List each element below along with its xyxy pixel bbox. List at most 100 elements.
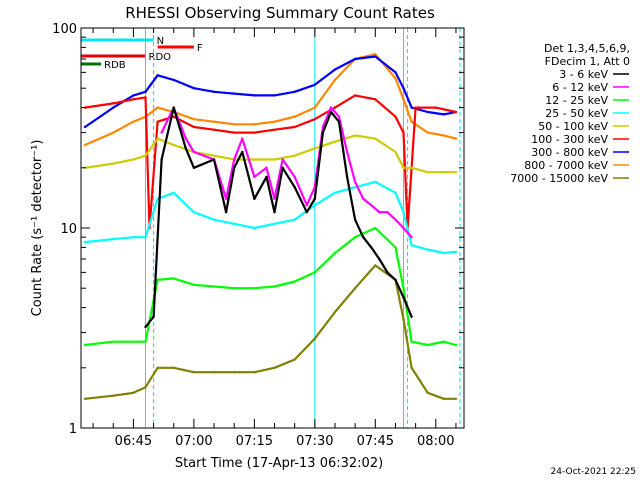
series-point-50-100-kev: [454, 171, 458, 174]
series-point-25-50-kev: [426, 248, 429, 251]
series-point-300-800-kev: [410, 106, 413, 109]
series-point-3-6-kev: [273, 210, 276, 214]
series-point-3-6-kev: [265, 175, 268, 179]
series-point-25-50-kev: [172, 191, 175, 194]
series-point-800-7000-kev: [333, 78, 337, 82]
axes: 1 10 100 06:45 07:00 07:15 07:30 07:45 08:00: [52, 22, 464, 449]
series-point-800-7000-kev: [212, 120, 216, 123]
series-point-12-25-kev: [426, 343, 429, 347]
legend: Det 1,3,4,5,6,9,FDecim 1, Att 03 - 6 keV…: [510, 42, 630, 185]
legend-label-50-100-kev: 50 - 100 keV: [538, 120, 608, 133]
series-point-12-25-kev: [442, 340, 446, 343]
series-point-6-12-kev: [345, 150, 349, 154]
series-point-3-6-kev: [410, 315, 413, 318]
series-point-3-6-kev: [224, 210, 228, 214]
series-point-6-12-kev: [305, 204, 308, 207]
series-point-6-12-kev: [184, 137, 188, 140]
series-point-3-6-kev: [321, 131, 325, 134]
series-point-300-800-kev: [293, 90, 296, 93]
series-point-7000-15000-kev: [333, 310, 337, 314]
y-tick-label: 10: [60, 222, 77, 237]
series-point-25-50-kev: [132, 235, 135, 239]
series-point-3-6-kev: [152, 315, 155, 318]
series-point-6-12-kev: [281, 158, 284, 161]
x-tick-label: 06:45: [115, 434, 152, 449]
series-point-3-6-kev: [329, 110, 333, 114]
series-point-100-300-kev: [313, 117, 317, 121]
series-point-3-6-kev: [293, 185, 296, 189]
series-point-25-50-kev: [192, 210, 196, 214]
series-point-25-50-kev: [374, 180, 377, 184]
series-point-50-100-kev: [112, 162, 115, 165]
series-point-800-7000-kev: [402, 98, 405, 101]
series-point-300-800-kev: [333, 68, 337, 71]
series-line-12-25-kev: [84, 226, 457, 347]
series-point-25-50-kev: [333, 191, 337, 194]
series-point-25-50-kev: [233, 222, 236, 225]
series-point-12-25-kev: [83, 343, 87, 347]
series-point-3-6-kev: [362, 235, 365, 239]
series-point-800-7000-kev: [273, 120, 276, 123]
series-point-800-7000-kev: [192, 117, 196, 121]
series-point-7000-15000-kev: [442, 397, 446, 400]
series-point-12-25-kev: [172, 277, 175, 280]
series-line-800-7000-kev: [84, 53, 457, 147]
series-point-25-50-kev: [112, 237, 115, 241]
series-point-800-7000-kev: [426, 131, 429, 134]
flag-label-f: F: [197, 43, 203, 54]
series-point-7000-15000-kev: [192, 371, 196, 374]
legend-label-300-800-kev: 300 - 800 keV: [531, 146, 608, 159]
series-point-300-800-kev: [156, 74, 159, 77]
series-point-6-12-kev: [241, 137, 244, 140]
series-point-800-7000-kev: [410, 120, 413, 123]
series-point-7000-15000-kev: [112, 394, 115, 397]
series-point-50-100-kev: [374, 137, 377, 140]
series-point-6-12-kev: [293, 175, 296, 179]
series-point-3-6-kev: [370, 246, 373, 249]
series-point-25-50-kev: [212, 218, 216, 221]
series-point-7000-15000-kev: [454, 397, 458, 400]
x-tick-label: 07:45: [357, 434, 394, 449]
series-point-12-25-kev: [253, 287, 256, 290]
x-tick-label: 07:15: [236, 434, 273, 449]
series-point-300-800-kev: [253, 94, 256, 97]
legend-label-100-300-kev: 100 - 300 keV: [531, 133, 608, 146]
series-line-7000-15000-kev: [84, 264, 456, 400]
series-point-300-800-kev: [374, 55, 377, 58]
series-point-800-7000-kev: [253, 123, 256, 126]
series-point-800-7000-kev: [233, 123, 236, 126]
legend-label-7000-15000-kev: 7000 - 15000 keV: [510, 172, 608, 185]
series-point-6-12-kev: [329, 106, 333, 109]
series-point-3-6-kev: [281, 166, 284, 169]
series-point-7000-15000-kev: [273, 366, 276, 369]
series-point-100-300-kev: [212, 128, 216, 131]
series-point-800-7000-kev: [132, 120, 135, 123]
series-point-800-7000-kev: [454, 137, 458, 140]
series-point-6-12-kev: [370, 204, 373, 207]
series-lines: [83, 52, 458, 400]
series-point-50-100-kev: [410, 166, 413, 169]
series-point-800-7000-kev: [83, 143, 87, 147]
series-point-800-7000-kev: [313, 106, 317, 109]
series-point-12-25-kev: [313, 271, 317, 274]
series-point-100-300-kev: [112, 102, 115, 105]
series-point-300-800-kev: [394, 71, 397, 74]
legend-label-800-7000-kev: 800 - 7000 keV: [524, 159, 608, 172]
series-point-100-300-kev: [414, 106, 417, 109]
series-point-100-300-kev: [233, 131, 236, 134]
series-point-3-6-kev: [337, 120, 341, 123]
series-line-300-800-kev: [84, 55, 457, 128]
series-point-50-100-kev: [273, 158, 276, 161]
status-flags: N F RDO RDB: [81, 36, 203, 71]
series-point-3-6-kev: [305, 210, 308, 214]
series-point-300-800-kev: [402, 87, 405, 90]
series-point-50-100-kev: [156, 137, 159, 140]
chart-title: RHESSI Observing Summary Count Rates: [125, 4, 435, 22]
series-point-100-300-kev: [172, 115, 175, 118]
series-point-300-800-kev: [442, 113, 446, 116]
series-point-800-7000-kev: [112, 131, 115, 134]
series-point-12-25-kev: [394, 246, 397, 249]
series-point-300-800-kev: [426, 110, 429, 114]
series-point-100-300-kev: [253, 131, 256, 134]
series-point-6-12-kev: [321, 125, 325, 129]
